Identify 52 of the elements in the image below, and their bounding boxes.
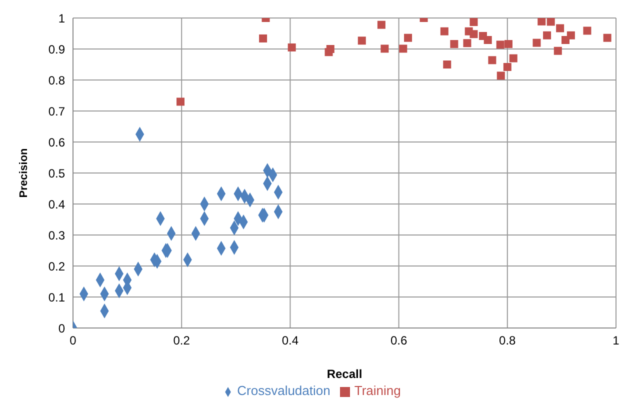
point (583, 26, 592, 35)
point (380, 44, 389, 53)
point (484, 36, 492, 44)
point (470, 18, 478, 26)
x-tick-label: 0.2 (173, 334, 190, 348)
point (443, 60, 452, 68)
y-tick-label: 0.1 (48, 290, 66, 304)
point (504, 40, 512, 48)
y-axis-title: Precision (18, 148, 30, 198)
point (176, 98, 185, 106)
point (470, 30, 478, 38)
point (259, 34, 268, 42)
point (399, 44, 408, 53)
point (603, 34, 612, 42)
point (538, 18, 546, 26)
y-tick-label: 0.9 (48, 42, 66, 56)
y-tick-label: 0.2 (48, 259, 66, 274)
point (532, 38, 541, 47)
point (554, 46, 562, 55)
x-tick-label: 1 (612, 334, 620, 348)
point (440, 27, 448, 36)
point (566, 31, 575, 40)
x-tick-label: 0 (70, 334, 77, 348)
point (288, 43, 296, 52)
x-tick-label: 0.8 (499, 334, 516, 348)
y-tick-label: 0.3 (48, 228, 66, 242)
y-tick-label: 0 (58, 321, 66, 336)
x-axis-title: Recall (326, 367, 362, 381)
y-tick-label: 1 (58, 11, 66, 26)
point (503, 62, 512, 71)
x-tick-label: 0.6 (390, 334, 408, 348)
point (488, 56, 496, 64)
point (496, 72, 505, 80)
y-tick-label: 0.6 (48, 135, 66, 150)
legend-label: Training (354, 383, 401, 398)
y-tick-label: 0.8 (48, 73, 66, 88)
point (404, 34, 412, 42)
point (326, 45, 334, 53)
point (546, 18, 555, 26)
point (496, 40, 504, 49)
point (463, 39, 472, 48)
point (358, 36, 366, 45)
x-tick-label: 0.4 (282, 334, 299, 348)
y-tick-label: 0.4 (48, 197, 66, 212)
point (377, 20, 386, 29)
point (450, 40, 458, 48)
y-tick-label: 0.7 (48, 104, 66, 118)
point (543, 31, 552, 40)
point (509, 54, 518, 62)
y-tick-label: 0.5 (48, 166, 66, 180)
point (556, 24, 564, 32)
legend-label: Crossvaludation (237, 383, 330, 398)
